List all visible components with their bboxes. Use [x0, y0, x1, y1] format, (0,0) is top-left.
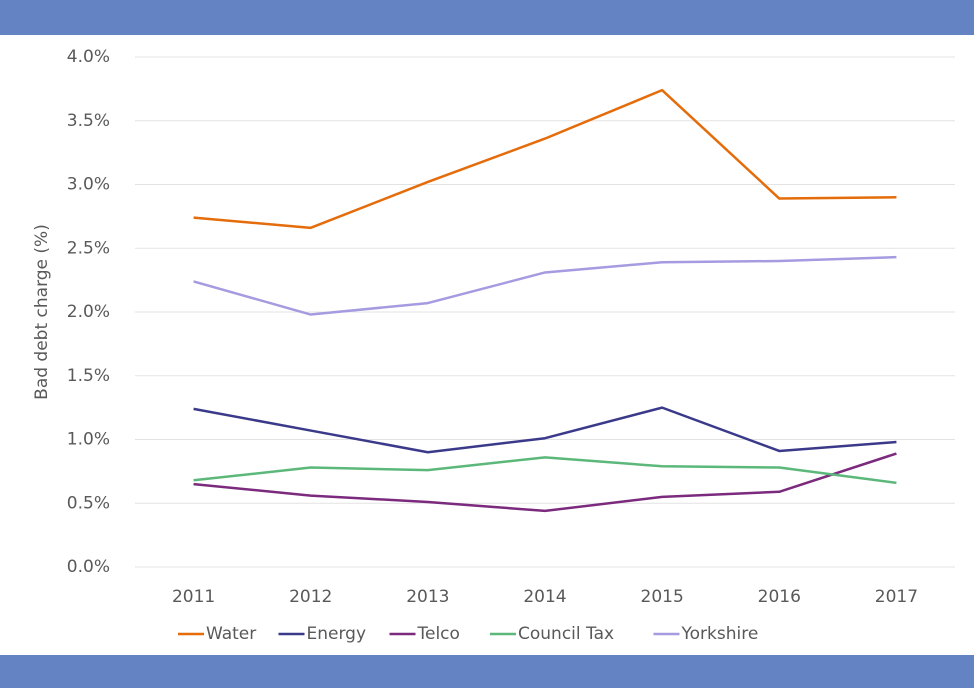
- y-tick-label: 2.0%: [67, 302, 110, 322]
- line-series: [193, 255, 897, 316]
- y-tick-label: 3.0%: [67, 175, 110, 195]
- legend-label: Telco: [417, 624, 460, 644]
- line-series: [193, 452, 897, 513]
- x-tick-label: 2016: [758, 587, 801, 607]
- line-series: [193, 456, 897, 485]
- y-tick-label: 4.0%: [67, 47, 110, 67]
- x-tick-label: 2017: [875, 587, 918, 607]
- x-tick-label: 2011: [172, 587, 215, 607]
- y-tick-label: 3.5%: [67, 111, 110, 131]
- y-tick-label: 0.0%: [67, 557, 110, 577]
- x-tick-label: 2013: [406, 587, 449, 607]
- y-tick-label: 0.5%: [67, 493, 110, 513]
- x-tick-label: 2014: [523, 587, 566, 607]
- line-series: [193, 88, 897, 230]
- legend-label: Water: [206, 624, 256, 644]
- legend-label: Council Tax: [518, 624, 614, 644]
- header-bar: [0, 0, 974, 35]
- y-tick-label: 2.5%: [67, 238, 110, 258]
- line-series: [193, 406, 897, 454]
- legend-label: Yorkshire: [681, 624, 759, 644]
- y-tick-label: 1.5%: [67, 366, 110, 386]
- legend-label: Energy: [307, 624, 367, 644]
- x-tick-label: 2015: [641, 587, 684, 607]
- footer-bar: [0, 655, 974, 688]
- y-axis-label: Bad debt charge (%): [32, 224, 52, 400]
- y-tick-label: 1.0%: [67, 430, 110, 450]
- x-tick-label: 2012: [289, 587, 332, 607]
